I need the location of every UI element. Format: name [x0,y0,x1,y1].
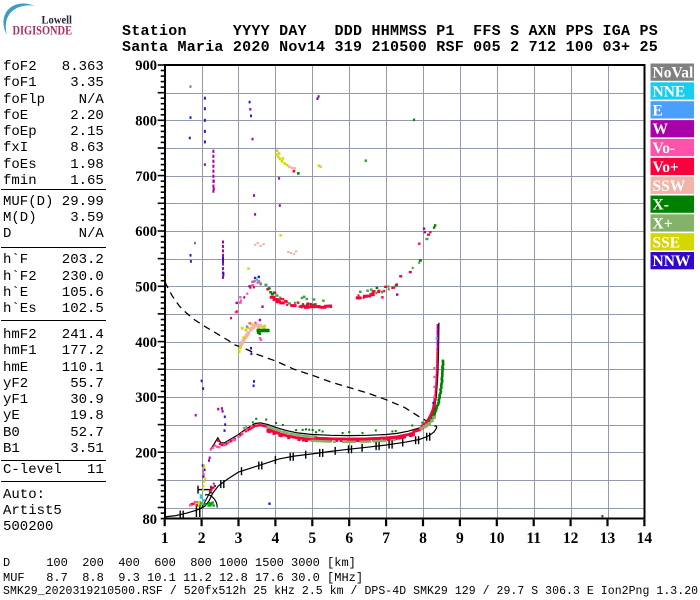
svg-text:7: 7 [382,530,390,547]
svg-text:12: 12 [563,530,579,547]
svg-text:600: 600 [135,224,157,240]
svg-text:300: 300 [135,390,157,406]
svg-text:3: 3 [235,530,243,547]
svg-text:SSW: SSW [653,178,686,195]
svg-text:14: 14 [637,530,653,547]
svg-text:10: 10 [489,530,505,547]
svg-text:80: 80 [143,512,158,528]
svg-text:SSE: SSE [653,234,681,251]
svg-text:NNW: NNW [653,253,691,270]
svg-text:8: 8 [419,530,427,547]
svg-text:11: 11 [526,530,541,547]
svg-text:6: 6 [345,530,353,547]
svg-text:X+: X+ [653,216,673,233]
svg-text:5: 5 [308,530,316,547]
svg-text:900: 900 [135,58,157,74]
svg-text:2: 2 [198,530,206,547]
svg-text:DIGISONDE: DIGISONDE [13,24,73,38]
svg-text:X-: X- [653,197,669,214]
svg-text:4: 4 [272,530,280,547]
svg-text:500: 500 [135,280,157,296]
svg-text:Lowell: Lowell [42,13,73,27]
svg-text:NNE: NNE [653,84,686,101]
svg-text:9: 9 [456,530,464,547]
svg-text:800: 800 [135,114,157,130]
svg-text:1: 1 [161,530,169,547]
svg-text:200: 200 [135,445,157,461]
svg-text:NoVal: NoVal [653,65,694,82]
svg-text:W: W [653,121,669,138]
svg-text:E: E [653,102,663,119]
svg-text:400: 400 [135,335,157,351]
svg-text:Vo-: Vo- [653,140,676,157]
svg-text:Vo+: Vo+ [653,159,680,176]
svg-text:13: 13 [600,530,616,547]
svg-text:700: 700 [135,169,157,185]
